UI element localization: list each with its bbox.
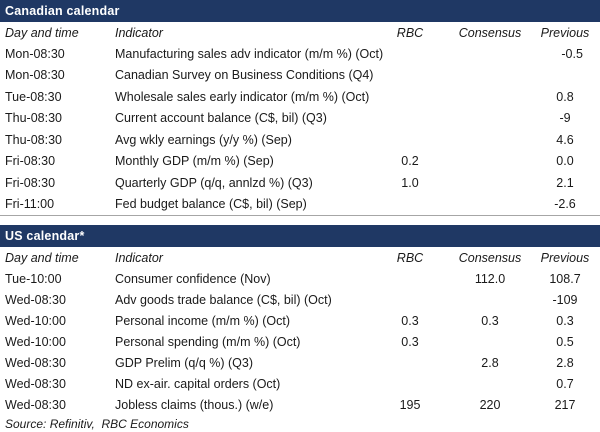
row-previous-value: -0.5 [561, 46, 583, 61]
canadian-calendar-section: Canadian calendar Day and time Indicator… [0, 0, 600, 215]
column-header-rbc: RBC [396, 250, 424, 265]
table-row: Wed-10:00 Personal spending (m/m %) (Oct… [0, 331, 600, 352]
table-row: Wed-08:30 Jobless claims (thous.) (w/e) … [0, 394, 600, 415]
row-previous-value: 0.0 [556, 154, 574, 169]
row-indicator: Adv goods trade balance (C$, bil) (Oct) [115, 292, 332, 307]
row-consensus-value: 220 [479, 397, 501, 412]
row-indicator: Fed budget balance (C$, bil) (Sep) [115, 197, 307, 212]
row-consensus-value: 0.3 [481, 313, 499, 328]
canadian-column-header-row: Day and time Indicator RBC Consensus Pre… [0, 22, 600, 43]
row-previous-value: 4.6 [556, 132, 574, 147]
us-column-header-row: Day and time Indicator RBC Consensus Pre… [0, 247, 600, 268]
row-indicator: Manufacturing sales adv indicator (m/m %… [115, 46, 384, 61]
row-rbc-value: 0.3 [401, 313, 419, 328]
row-indicator: Personal income (m/m %) (Oct) [115, 313, 291, 328]
column-header-consensus: Consensus [458, 25, 522, 40]
row-indicator: Canadian Survey on Business Conditions (… [115, 68, 374, 83]
row-consensus-value: 2.8 [481, 355, 499, 370]
row-indicator: Current account balance (C$, bil) (Q3) [115, 111, 327, 126]
table-row: Mon-08:30 Canadian Survey on Business Co… [0, 65, 600, 87]
row-rbc-value: 1.0 [401, 175, 419, 190]
table-row: Tue-10:00 Consumer confidence (Nov) 112.… [0, 268, 600, 289]
row-previous-value: 108.7 [549, 271, 581, 286]
row-day-time: Fri-08:30 [5, 175, 56, 190]
column-header-indicator: Indicator [115, 25, 163, 40]
row-day-time: Wed-10:00 [5, 334, 66, 349]
us-calendar-title-bar: US calendar* [0, 225, 600, 247]
canadian-calendar-title-bar: Canadian calendar [0, 0, 600, 22]
row-day-time: Mon-08:30 [5, 68, 65, 83]
row-indicator: Jobless claims (thous.) (w/e) [115, 397, 274, 412]
row-day-time: Wed-08:30 [5, 397, 66, 412]
table-row: Tue-08:30 Wholesale sales early indicato… [0, 86, 600, 108]
row-indicator: Avg wkly earnings (y/y %) (Sep) [115, 132, 292, 147]
column-header-rbc: RBC [396, 25, 424, 40]
row-day-time: Wed-08:30 [5, 376, 66, 391]
row-indicator: ND ex-air. capital orders (Oct) [115, 376, 281, 391]
table-row: Fri-08:30 Monthly GDP (m/m %) (Sep) 0.2 … [0, 151, 600, 173]
row-indicator: Monthly GDP (m/m %) (Sep) [115, 154, 274, 169]
row-previous-value: 0.3 [556, 313, 574, 328]
table-row: Fri-08:30 Quarterly GDP (q/q, annlzd %) … [0, 172, 600, 194]
column-header-indicator: Indicator [115, 250, 163, 265]
row-rbc-value: 195 [399, 397, 421, 412]
us-calendar-section: US calendar* Day and time Indicator RBC … [0, 225, 600, 415]
row-previous-value: -109 [552, 292, 578, 307]
row-previous-value: 217 [554, 397, 576, 412]
table-row: Thu-08:30 Current account balance (C$, b… [0, 108, 600, 130]
row-indicator: Personal spending (m/m %) (Oct) [115, 334, 301, 349]
row-indicator: Wholesale sales early indicator (m/m %) … [115, 89, 370, 104]
row-indicator: GDP Prelim (q/q %) (Q3) [115, 355, 253, 370]
column-header-previous: Previous [540, 25, 590, 40]
row-previous-value: -9 [559, 111, 571, 126]
row-previous-value: -2.6 [554, 197, 576, 212]
row-rbc-value: 0.3 [401, 334, 419, 349]
table-row: Wed-08:30 GDP Prelim (q/q %) (Q3) 2.8 2.… [0, 352, 600, 373]
row-rbc-value: 0.2 [401, 154, 419, 169]
column-header-day-time: Day and time [5, 250, 79, 265]
row-previous-value: 0.8 [556, 89, 574, 104]
column-header-day-time: Day and time [5, 25, 79, 40]
canadian-calendar-rows: Mon-08:30 Manufacturing sales adv indica… [0, 43, 600, 215]
row-previous-value: 0.7 [556, 376, 574, 391]
row-day-time: Tue-10:00 [5, 271, 62, 286]
us-calendar-rows: Tue-10:00 Consumer confidence (Nov) 112.… [0, 268, 600, 415]
section-divider-line [0, 215, 600, 216]
row-day-time: Fri-11:00 [5, 197, 55, 212]
row-day-time: Wed-10:00 [5, 313, 66, 328]
row-previous-value: 2.8 [556, 355, 574, 370]
row-day-time: Wed-08:30 [5, 292, 66, 307]
table-row: Wed-08:30 ND ex-air. capital orders (Oct… [0, 373, 600, 394]
row-day-time: Thu-08:30 [5, 132, 62, 147]
column-header-previous: Previous [540, 250, 590, 265]
table-row: Mon-08:30 Manufacturing sales adv indica… [0, 43, 600, 65]
row-day-time: Mon-08:30 [5, 46, 65, 61]
table-row: Thu-08:30 Avg wkly earnings (y/y %) (Sep… [0, 129, 600, 151]
row-previous-value: 0.5 [556, 334, 574, 349]
row-indicator: Consumer confidence (Nov) [115, 271, 271, 286]
row-consensus-value: 112.0 [474, 271, 506, 286]
column-header-consensus: Consensus [458, 250, 522, 265]
source-note: Source: Refinitiv, RBC Economics [5, 417, 189, 431]
row-day-time: Fri-08:30 [5, 154, 56, 169]
row-day-time: Tue-08:30 [5, 89, 62, 104]
row-indicator: Quarterly GDP (q/q, annlzd %) (Q3) [115, 175, 313, 190]
row-previous-value: 2.1 [556, 175, 574, 190]
table-row: Wed-10:00 Personal income (m/m %) (Oct) … [0, 310, 600, 331]
table-row: Fri-11:00 Fed budget balance (C$, bil) (… [0, 194, 600, 216]
table-row: Wed-08:30 Adv goods trade balance (C$, b… [0, 289, 600, 310]
row-day-time: Wed-08:30 [5, 355, 66, 370]
row-day-time: Thu-08:30 [5, 111, 62, 126]
